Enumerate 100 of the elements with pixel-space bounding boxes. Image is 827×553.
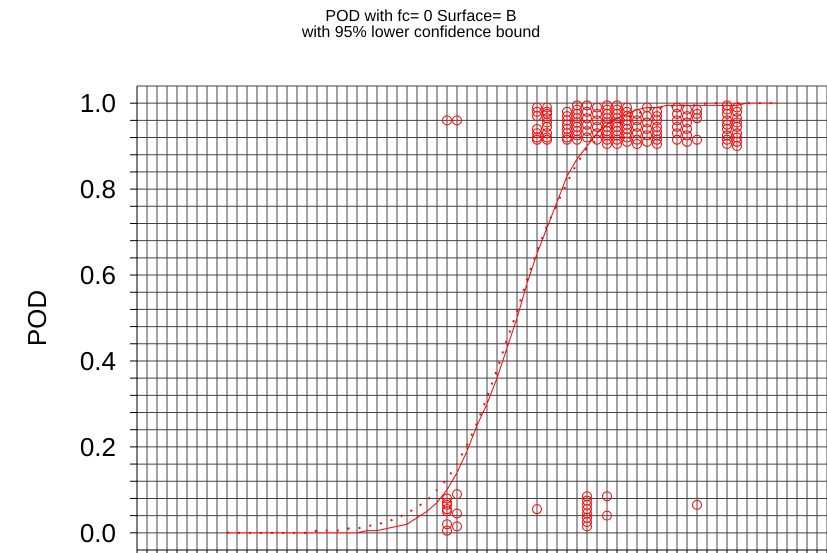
point [542, 122, 552, 132]
point [582, 132, 592, 143]
point [672, 134, 682, 145]
point [582, 500, 592, 510]
point [442, 519, 452, 530]
point [452, 489, 462, 500]
point [582, 126, 592, 136]
point [562, 115, 572, 126]
point [592, 122, 602, 132]
point [722, 139, 732, 149]
point [602, 126, 612, 136]
point [652, 122, 662, 132]
point [562, 111, 572, 122]
point [652, 106, 662, 117]
point [632, 128, 642, 138]
point [532, 111, 542, 122]
point [682, 136, 692, 147]
point [532, 102, 542, 112]
point [622, 124, 632, 134]
point [602, 122, 612, 132]
point [642, 111, 652, 122]
point [722, 108, 732, 119]
point [572, 126, 582, 136]
point [722, 134, 732, 145]
point [622, 111, 632, 122]
point [532, 128, 542, 138]
point [692, 500, 702, 510]
chart-subtitle: with 95% lower confidence bound [300, 24, 542, 41]
chart-title: POD with fc= 0 Surface= B [324, 8, 518, 25]
y-tick-label: 0.8 [80, 174, 116, 204]
point [602, 113, 612, 124]
point [642, 118, 652, 128]
point [582, 491, 592, 502]
point [572, 130, 582, 140]
point [732, 128, 742, 138]
point [622, 115, 632, 126]
point [692, 108, 702, 119]
point [542, 102, 552, 112]
point [692, 104, 702, 115]
point [672, 128, 682, 138]
point [642, 102, 652, 112]
point [692, 134, 702, 145]
point [452, 115, 462, 126]
point [622, 136, 632, 147]
y-axis-title: POD [22, 290, 52, 346]
point [732, 132, 742, 143]
point [602, 108, 612, 119]
point [562, 120, 572, 130]
point [612, 122, 622, 132]
point [582, 508, 592, 518]
point [612, 113, 622, 124]
point [582, 521, 592, 532]
point [642, 124, 652, 134]
point [612, 108, 622, 119]
y-tick-label: 1.0 [80, 88, 116, 118]
point [572, 100, 582, 110]
point [592, 115, 602, 126]
point [632, 122, 642, 132]
point [682, 124, 692, 134]
point [442, 493, 452, 504]
point [592, 102, 602, 112]
point [632, 139, 642, 149]
y-tick-label: 0.6 [80, 260, 116, 290]
point [582, 517, 592, 528]
point [652, 130, 662, 140]
point [442, 526, 452, 536]
point [632, 108, 642, 119]
point [602, 100, 612, 110]
point [722, 115, 732, 126]
point [582, 106, 592, 117]
point [442, 115, 452, 126]
point [622, 120, 632, 130]
point [682, 118, 692, 128]
point [532, 504, 542, 514]
point [602, 104, 612, 115]
point [692, 113, 702, 124]
point [672, 115, 682, 126]
point [612, 118, 622, 128]
point [612, 104, 622, 115]
point [732, 118, 742, 128]
point [652, 111, 662, 122]
point [452, 508, 462, 518]
point [732, 106, 742, 117]
point [572, 104, 582, 115]
point [722, 120, 732, 130]
point [612, 134, 622, 145]
point [652, 126, 662, 136]
point [732, 102, 742, 112]
point [722, 100, 732, 110]
point [532, 124, 542, 134]
point [632, 134, 642, 145]
point [542, 118, 552, 128]
point [582, 120, 592, 130]
point [612, 130, 622, 140]
point [642, 136, 652, 147]
point [622, 102, 632, 112]
point [572, 122, 582, 132]
point [672, 108, 682, 119]
point [672, 122, 682, 132]
point [582, 100, 592, 110]
